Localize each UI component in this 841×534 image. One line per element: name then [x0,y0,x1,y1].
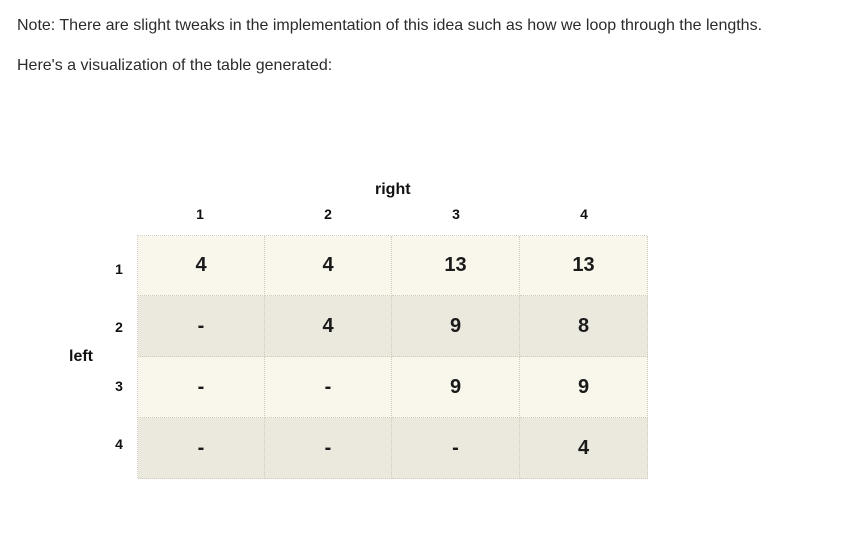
column-axis-title: right [375,181,411,198]
column-label-1: 1 [196,206,204,222]
row-label-2: 2 [115,319,123,335]
row-label-4: 4 [115,436,123,452]
table-cell: 8 [520,296,648,357]
table-cell: 4 [265,296,392,357]
column-label-3: 3 [452,206,460,222]
table-cell: - [265,418,392,479]
table-cell: 9 [392,357,520,418]
table-cell: 13 [392,236,520,296]
table-cell: 9 [520,357,648,418]
row-label-1: 1 [115,261,123,277]
column-label-2: 2 [324,206,332,222]
table-cell: 4 [265,236,392,296]
dp-table-grid: 4 4 13 13 - 4 9 8 - - 9 9 - - - 4 [137,235,648,479]
table-cell: 4 [138,236,265,296]
table-cell: - [392,418,520,479]
table-cell: 4 [520,418,648,479]
table-cell: - [138,357,265,418]
column-label-4: 4 [580,206,588,222]
row-label-3: 3 [115,378,123,394]
table-cell: - [138,418,265,479]
table-cell: 13 [520,236,648,296]
row-axis-title: left [69,348,93,365]
note-paragraph: Note: There are slight tweaks in the imp… [17,17,763,34]
table-cell: - [265,357,392,418]
intro-paragraph: Here's a visualization of the table gene… [17,57,333,74]
table-cell: 9 [392,296,520,357]
table-cell: - [138,296,265,357]
